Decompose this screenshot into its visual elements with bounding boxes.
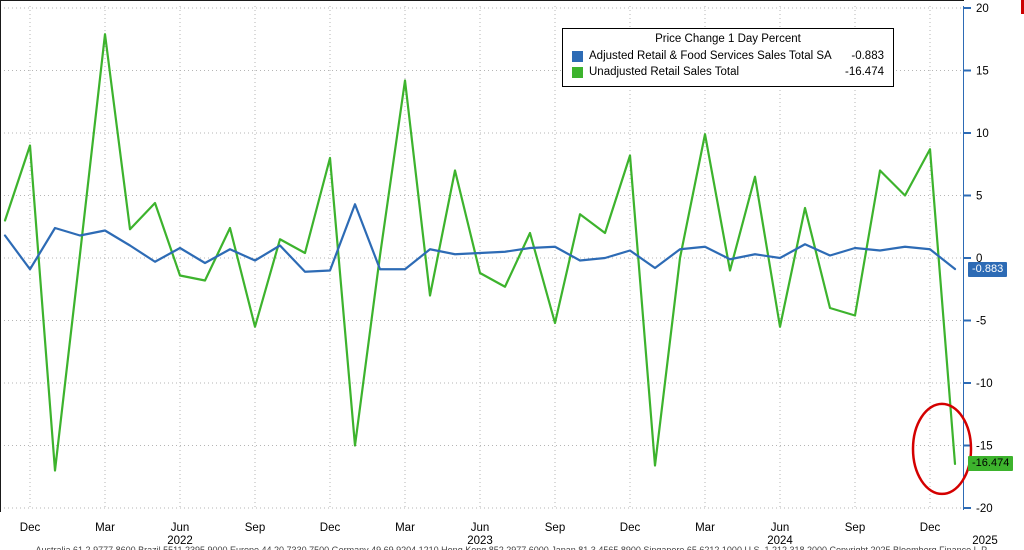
legend-swatch-unadjusted: [572, 66, 583, 78]
x-tick-label: Sep: [545, 522, 565, 534]
y-tick-label: 10: [976, 128, 989, 140]
x-tick-label: Jun: [771, 522, 790, 534]
chart-top-border: [0, 0, 964, 1]
x-tick-label: Mar: [695, 522, 715, 534]
x-tick-label: Jun: [171, 522, 190, 534]
y-tick-label: -10: [976, 378, 993, 390]
y-tick-label: -5: [976, 316, 986, 328]
x-tick-label: Sep: [245, 522, 265, 534]
legend-value-adjusted: -0.883: [851, 50, 884, 62]
y-tick-label: -15: [976, 441, 993, 453]
y-tick-label: 0: [976, 253, 982, 265]
x-tick-label: Dec: [20, 522, 41, 534]
legend-row-unadjusted: Unadjusted Retail Sales Total -16.474: [572, 64, 884, 80]
highlight-ellipse: [911, 402, 973, 496]
series-line-adjusted: [3, 203, 957, 273]
year-label: 2025: [972, 535, 998, 547]
legend-title: Price Change 1 Day Percent: [655, 33, 801, 45]
legend-label-unadjusted: Unadjusted Retail Sales Total: [589, 66, 740, 78]
x-tick-label: Sep: [845, 522, 865, 534]
last-value-badge-unadjusted: -16.474: [968, 456, 1014, 471]
year-label: 2024: [767, 535, 793, 547]
window-edge-marker: [1021, 0, 1024, 14]
year-label: 2023: [467, 535, 493, 547]
chart-left-border: [0, 0, 1, 512]
x-tick-label: Dec: [620, 522, 641, 534]
y-tick-label: -20: [976, 503, 993, 515]
year-label: 2022: [167, 535, 193, 547]
x-tick-label: Jun: [471, 522, 490, 534]
legend-value-unadjusted: -16.474: [844, 66, 884, 78]
x-tick-label: Mar: [395, 522, 415, 534]
legend: Price Change 1 Day Percent Adjusted Reta…: [562, 28, 894, 87]
x-tick-label: Mar: [95, 522, 115, 534]
x-tick-label: Dec: [920, 522, 941, 534]
bloomberg-disclaimer-footer: Australia 61 2 9777 8600 Brazil 5511 239…: [35, 545, 989, 550]
y-tick-label: 5: [976, 191, 982, 203]
legend-swatch-adjusted: [572, 50, 583, 62]
x-tick-label: Dec: [320, 522, 341, 534]
legend-row-adjusted: Adjusted Retail & Food Services Sales To…: [572, 48, 884, 64]
y-tick-label: 15: [976, 66, 989, 78]
legend-label-adjusted: Adjusted Retail & Food Services Sales To…: [589, 50, 832, 62]
y-tick-label: 20: [976, 3, 989, 15]
last-value-badge-adjusted: -0.883: [968, 262, 1008, 277]
